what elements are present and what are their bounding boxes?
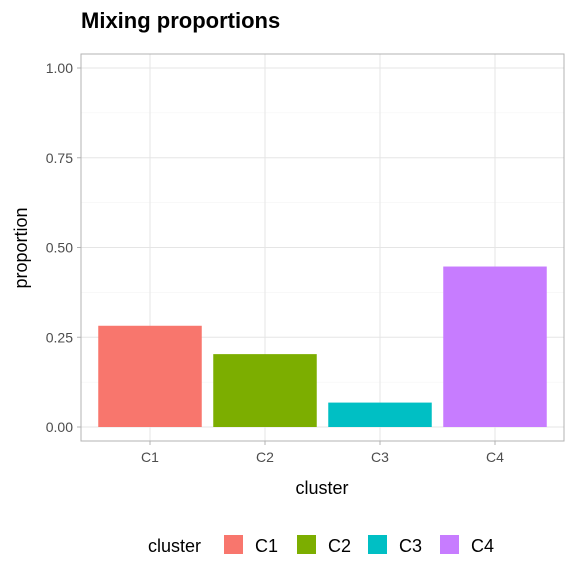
legend-title: cluster: [148, 536, 201, 556]
legend-key-c3: [368, 535, 387, 554]
legend-label: C4: [471, 536, 494, 556]
y-tick-label: 0.50: [46, 240, 73, 256]
legend-key-c1: [224, 535, 243, 554]
bars: [98, 266, 547, 427]
x-tick-label: C2: [256, 449, 274, 465]
y-tick-label: 0.25: [46, 329, 73, 345]
x-tick-label: C3: [371, 449, 389, 465]
legend-label: C3: [399, 536, 422, 556]
bar-c4: [443, 266, 547, 427]
legend-label: C2: [328, 536, 351, 556]
bar-c2: [213, 354, 317, 427]
bar-c1: [98, 325, 202, 427]
x-axis-title: cluster: [295, 478, 348, 498]
bar-c3: [328, 402, 432, 427]
x-tick-label: C4: [486, 449, 504, 465]
x-tick-label: C1: [141, 449, 159, 465]
legend: cluster C1 C2 C3 C4: [148, 535, 494, 556]
chart-title: Mixing proportions: [81, 8, 280, 33]
y-tick-label: 0.75: [46, 150, 73, 166]
legend-key-c4: [440, 535, 459, 554]
x-axis-ticks: C1 C2 C3 C4: [141, 441, 504, 465]
y-tick-label: 1.00: [46, 60, 73, 76]
legend-label: C1: [255, 536, 278, 556]
y-axis-ticks: 0.00 0.25 0.50 0.75 1.00: [46, 60, 81, 435]
y-tick-label: 0.00: [46, 419, 73, 435]
legend-key-c2: [297, 535, 316, 554]
y-axis-title: proportion: [11, 207, 31, 288]
plot-panel: [80, 53, 565, 442]
